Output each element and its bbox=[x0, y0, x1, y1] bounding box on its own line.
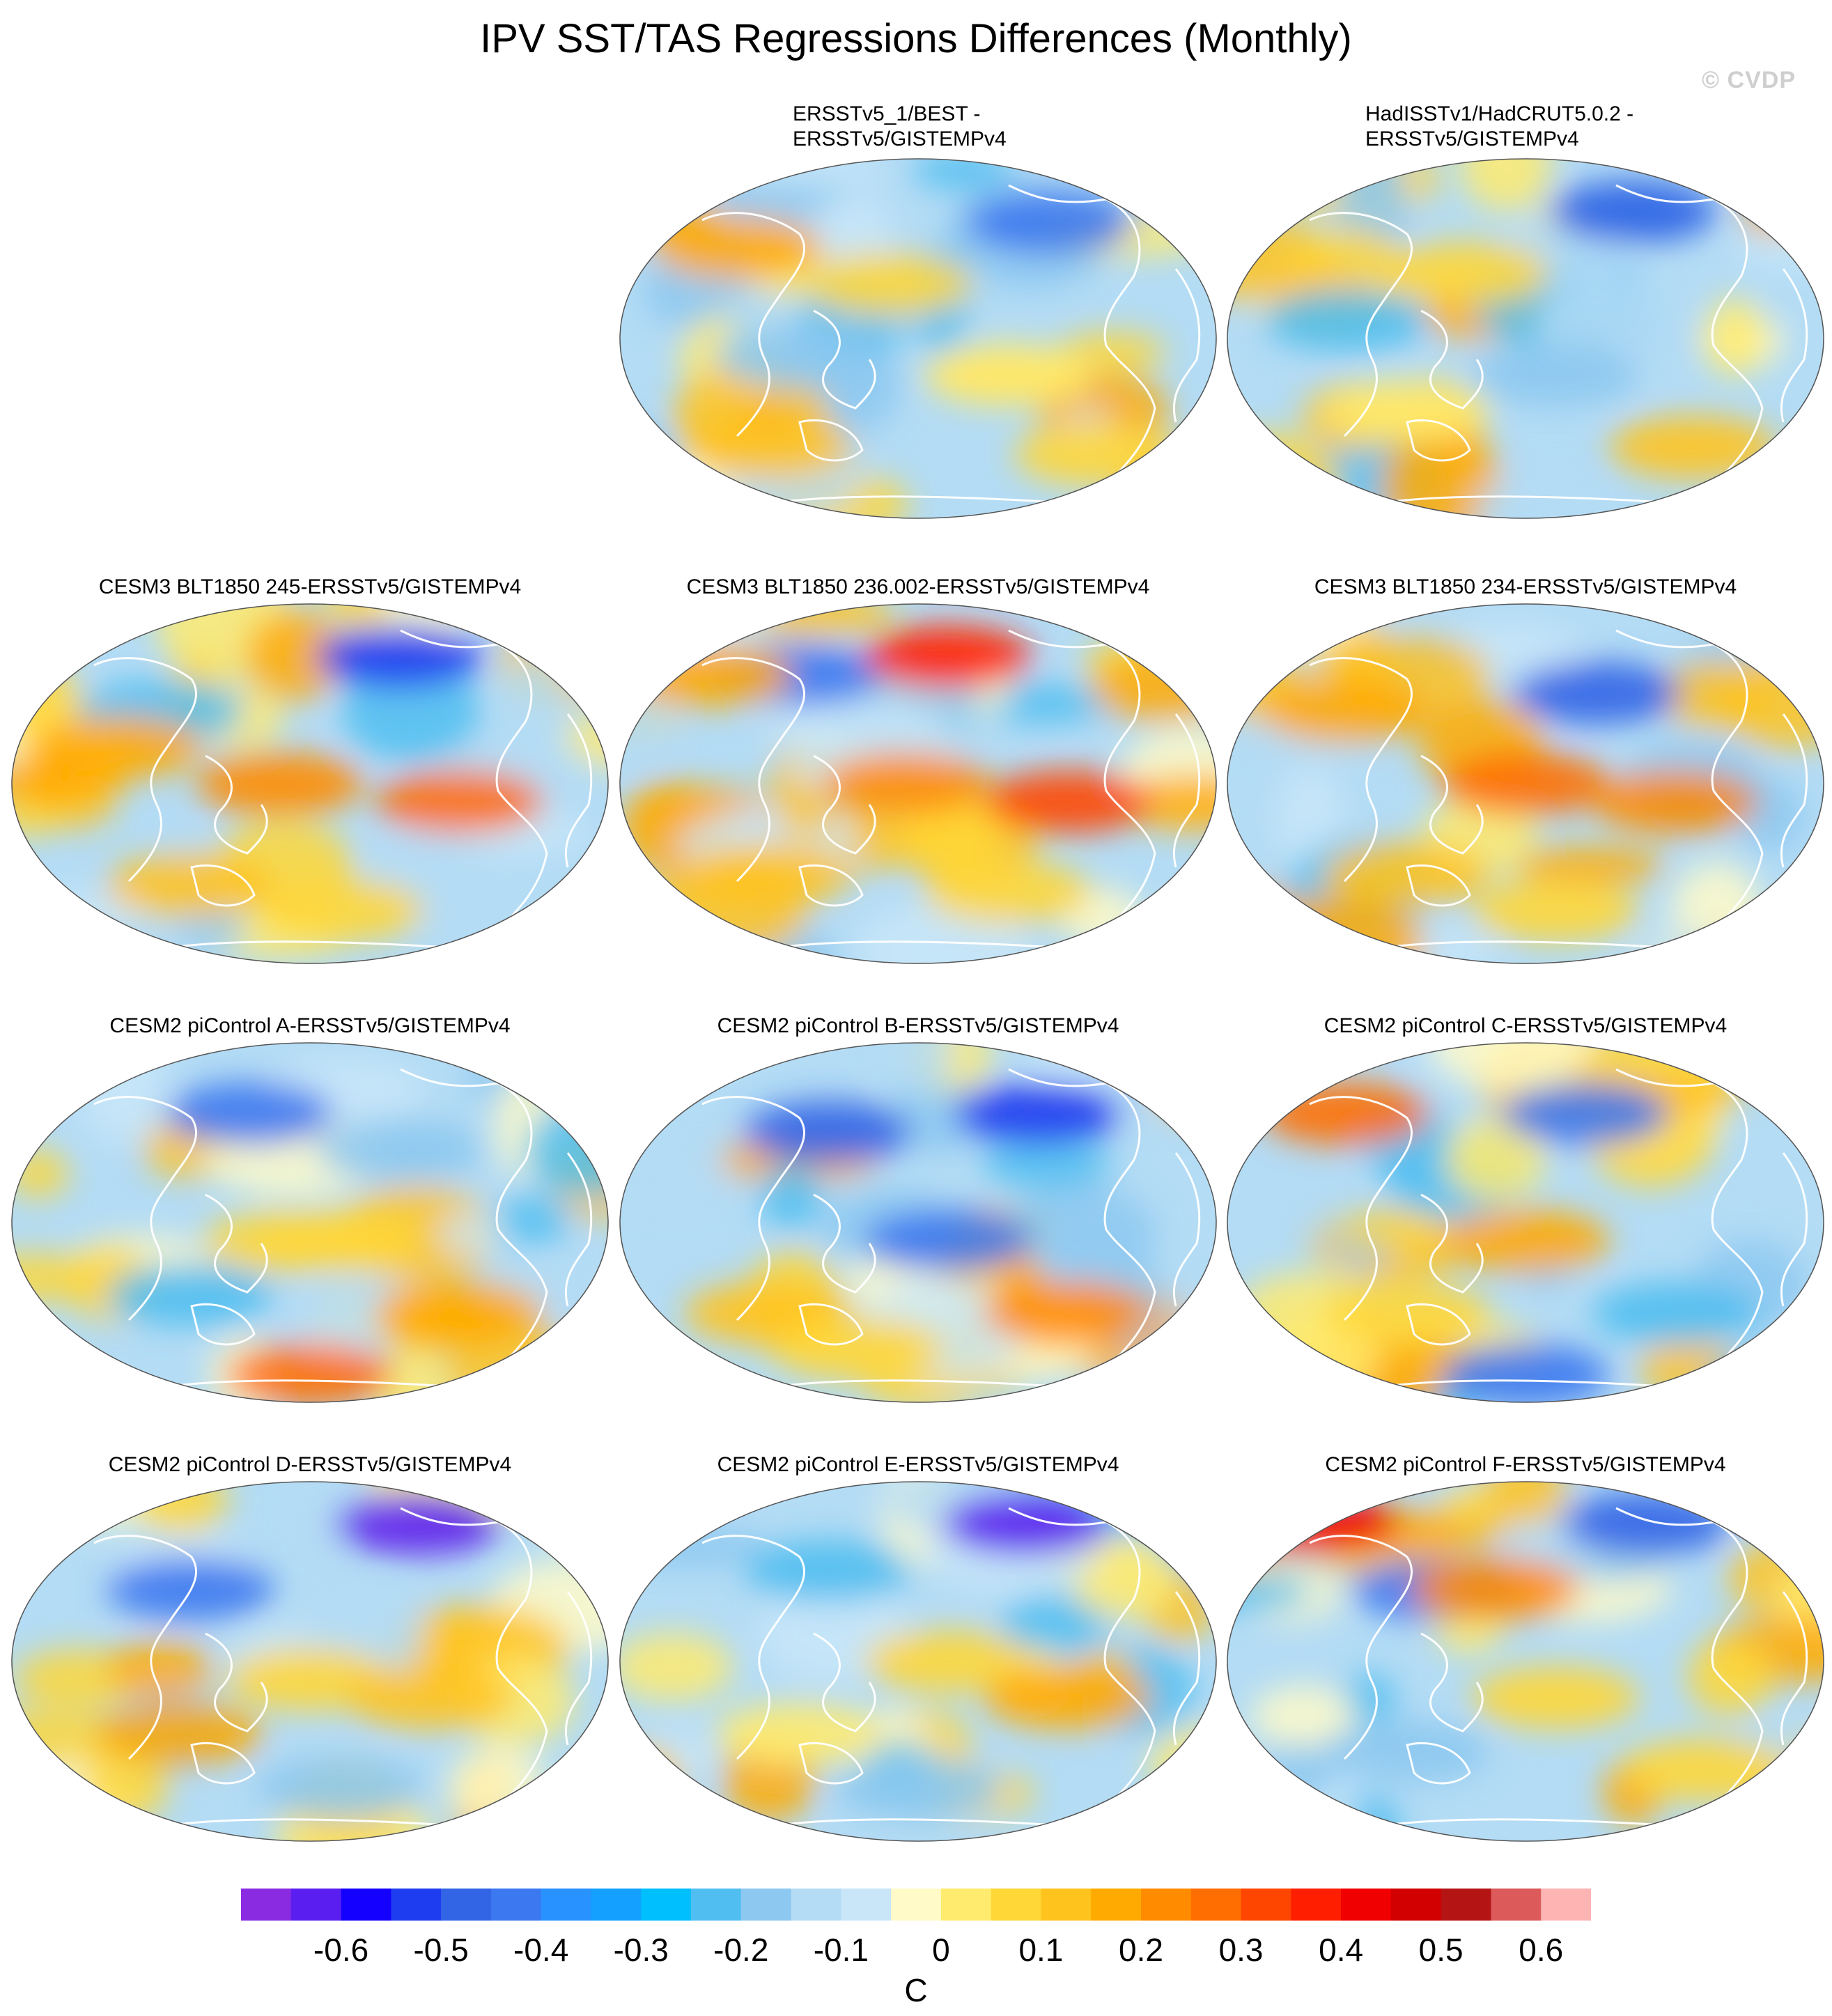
panel-title-line1: CESM3 BLT1850 245-ERSSTv5/GISTEMPv4 bbox=[98, 575, 522, 598]
panel-title: CESM3 BLT1850 245-ERSSTv5/GISTEMPv4 bbox=[10, 575, 610, 600]
colorbar-swatch bbox=[1441, 1889, 1491, 1921]
colorbar-swatch bbox=[441, 1889, 492, 1921]
panel-title-line1: CESM3 BLT1850 234-ERSSTv5/GISTEMPv4 bbox=[1314, 575, 1737, 598]
colorbar-swatch bbox=[1141, 1889, 1192, 1921]
panel-title: CESM2 piControl D-ERSSTv5/GISTEMPv4 bbox=[10, 1452, 610, 1478]
colorbar-tick-label: 0.4 bbox=[1319, 1932, 1364, 1968]
panel-title-line2: ERSSTv5/GISTEMPv4 bbox=[1365, 127, 1579, 150]
colorbar-swatch bbox=[541, 1889, 591, 1921]
colorbar-swatch bbox=[1390, 1889, 1442, 1921]
colorbar-swatch bbox=[591, 1889, 642, 1921]
colorbar-swatch bbox=[391, 1889, 442, 1921]
panel-title: CESM3 BLT1850 236.002-ERSSTv5/GISTEMPv4 bbox=[619, 575, 1218, 600]
colorbar bbox=[241, 1889, 1591, 1921]
colorbar-swatch bbox=[241, 1889, 292, 1921]
regression-map bbox=[619, 158, 1217, 519]
colorbar-tick-label: 0.5 bbox=[1418, 1932, 1464, 1968]
regression-map bbox=[11, 1481, 609, 1842]
panel-title: CESM2 piControl F-ERSSTv5/GISTEMPv4 bbox=[1226, 1452, 1825, 1478]
colorbar-swatch bbox=[1541, 1889, 1591, 1921]
map-panel-p8: CESM2 piControl C-ERSSTv5/GISTEMPv4 bbox=[1226, 1014, 1825, 1404]
panel-title: CESM2 piControl C-ERSSTv5/GISTEMPv4 bbox=[1226, 1014, 1825, 1039]
panel-title: CESM2 piControl A-ERSSTv5/GISTEMPv4 bbox=[10, 1014, 610, 1039]
map-panel-p1: ERSSTv5_1/BEST - ERSSTv5/GISTEMPv4 bbox=[619, 102, 1218, 520]
map-panel-p5: CESM3 BLT1850 234-ERSSTv5/GISTEMPv4 bbox=[1226, 575, 1825, 965]
panel-title-line1: CESM2 piControl F-ERSSTv5/GISTEMPv4 bbox=[1325, 1453, 1726, 1476]
colorbar-swatch bbox=[841, 1889, 892, 1921]
colorbar-swatch bbox=[691, 1889, 742, 1921]
panel-title-line1: ERSSTv5_1/BEST - bbox=[793, 102, 981, 125]
colorbar-tick-label: -0.6 bbox=[313, 1932, 369, 1968]
map-panel-p11: CESM2 piControl F-ERSSTv5/GISTEMPv4 bbox=[1226, 1452, 1825, 1843]
colorbar-swatch bbox=[940, 1889, 992, 1921]
colorbar-swatch bbox=[1041, 1889, 1092, 1921]
colorbar-swatch bbox=[991, 1889, 1041, 1921]
regression-map bbox=[1227, 158, 1824, 519]
colorbar-swatch bbox=[641, 1889, 692, 1921]
colorbar-tick-label: 0.6 bbox=[1519, 1932, 1564, 1968]
map-panel-p10: CESM2 piControl E-ERSSTv5/GISTEMPv4 bbox=[619, 1452, 1218, 1843]
map-panel-p4: CESM3 BLT1850 236.002-ERSSTv5/GISTEMPv4 bbox=[619, 575, 1218, 965]
colorbar-swatch bbox=[341, 1889, 391, 1921]
colorbar-swatch bbox=[740, 1889, 792, 1921]
map-panel-p7: CESM2 piControl B-ERSSTv5/GISTEMPv4 bbox=[619, 1014, 1218, 1404]
colorbar-swatch bbox=[1091, 1889, 1142, 1921]
map-panel-p2: HadISSTv1/HadCRUT5.0.2 - ERSSTv5/GISTEMPv… bbox=[1226, 102, 1825, 520]
colorbar-tick-label: 0 bbox=[932, 1932, 950, 1968]
panel-title-line1: HadISSTv1/HadCRUT5.0.2 - bbox=[1365, 102, 1634, 125]
colorbar-swatch bbox=[1291, 1889, 1342, 1921]
colorbar-swatch bbox=[891, 1889, 942, 1921]
map-panel-p9: CESM2 piControl D-ERSSTv5/GISTEMPv4 bbox=[10, 1452, 610, 1843]
map-panel-p6: CESM2 piControl A-ERSSTv5/GISTEMPv4 bbox=[10, 1014, 610, 1404]
panel-title-line1: CESM2 piControl E-ERSSTv5/GISTEMPv4 bbox=[717, 1453, 1119, 1476]
panel-title: HadISSTv1/HadCRUT5.0.2 - ERSSTv5/GISTEMPv… bbox=[1365, 102, 1783, 152]
panel-title-line1: CESM2 piControl D-ERSSTv5/GISTEMPv4 bbox=[108, 1453, 512, 1476]
colorbar-tick-label: -0.3 bbox=[613, 1932, 669, 1968]
regression-map bbox=[619, 603, 1217, 964]
colorbar-tick-label: -0.2 bbox=[713, 1932, 769, 1968]
panel-title: ERSSTv5_1/BEST - ERSSTv5/GISTEMPv4 bbox=[793, 102, 1211, 152]
cvdp-watermark: © CVDP bbox=[1702, 67, 1796, 93]
panel-title: CESM2 piControl B-ERSSTv5/GISTEMPv4 bbox=[619, 1014, 1218, 1039]
regression-map bbox=[11, 603, 609, 964]
panel-title: CESM2 piControl E-ERSSTv5/GISTEMPv4 bbox=[619, 1452, 1218, 1478]
panel-title-line1: CESM2 piControl A-ERSSTv5/GISTEMPv4 bbox=[109, 1014, 511, 1037]
panel-title: CESM3 BLT1850 234-ERSSTv5/GISTEMPv4 bbox=[1226, 575, 1825, 600]
colorbar-tick-label: 0.3 bbox=[1218, 1932, 1264, 1968]
colorbar-swatch bbox=[1491, 1889, 1542, 1921]
colorbar-swatch bbox=[490, 1889, 542, 1921]
colorbar-unit-label: C bbox=[904, 1972, 928, 2008]
colorbar-tick-label: -0.4 bbox=[513, 1932, 569, 1968]
regression-map bbox=[1227, 1481, 1824, 1842]
colorbar-swatch bbox=[1241, 1889, 1291, 1921]
colorbar-tick-label: 0.1 bbox=[1018, 1932, 1064, 1968]
colorbar-tick-label: -0.5 bbox=[413, 1932, 469, 1968]
regression-map bbox=[619, 1042, 1217, 1403]
figure-title: IPV SST/TAS Regressions Differences (Mon… bbox=[480, 16, 1352, 61]
colorbar-tick-label: 0.2 bbox=[1119, 1932, 1163, 1968]
regression-map bbox=[1227, 603, 1824, 964]
regression-map bbox=[11, 1042, 609, 1403]
colorbar-swatch bbox=[1190, 1889, 1242, 1921]
regression-map bbox=[619, 1481, 1217, 1842]
panel-title-line2: ERSSTv5/GISTEMPv4 bbox=[793, 127, 1007, 150]
colorbar-swatch bbox=[290, 1889, 342, 1921]
panel-title-line1: CESM2 piControl C-ERSSTv5/GISTEMPv4 bbox=[1323, 1014, 1728, 1037]
colorbar-tick-label: -0.1 bbox=[813, 1932, 869, 1968]
regression-map bbox=[1227, 1042, 1824, 1403]
panel-title-line1: CESM3 BLT1850 236.002-ERSSTv5/GISTEMPv4 bbox=[686, 575, 1150, 598]
map-panel-p3: CESM3 BLT1850 245-ERSSTv5/GISTEMPv4 bbox=[10, 575, 610, 965]
colorbar-swatch bbox=[791, 1889, 841, 1921]
colorbar-swatch bbox=[1341, 1889, 1392, 1921]
panel-title-line1: CESM2 piControl B-ERSSTv5/GISTEMPv4 bbox=[717, 1014, 1119, 1037]
